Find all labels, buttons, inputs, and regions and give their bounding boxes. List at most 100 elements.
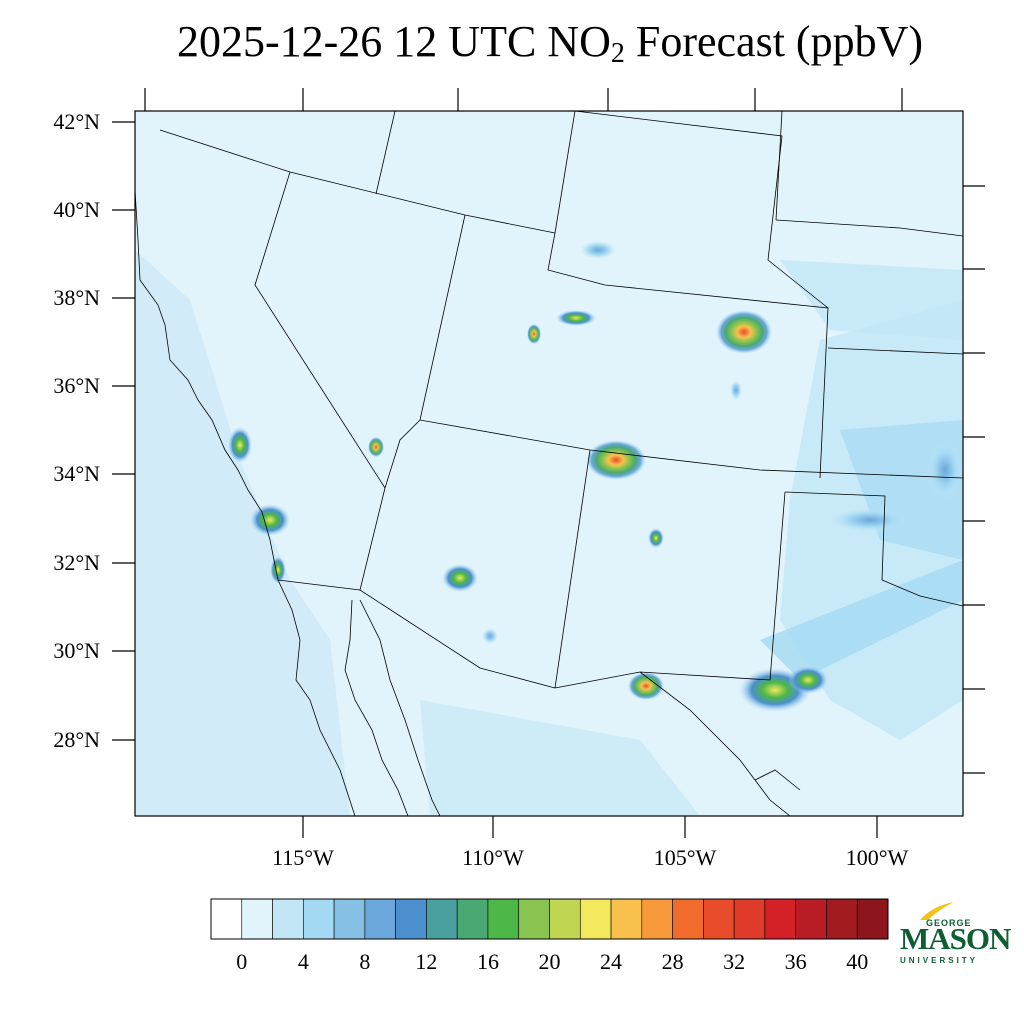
colorbar-cell (272, 898, 304, 940)
map-frame (134, 110, 964, 817)
political-boundaries (135, 111, 963, 816)
logo-bottom-text: UNIVERSITY (900, 956, 979, 965)
lat-label-32: 32°N (53, 550, 100, 575)
los-angeles-hotspot (228, 427, 252, 463)
colorbar-tick-label: 8 (359, 949, 371, 974)
ne-border (775, 219, 963, 237)
ut-border (419, 214, 466, 421)
ks-border (827, 347, 963, 355)
concentration-field (135, 241, 963, 816)
las-cruces-hotspot (648, 528, 664, 548)
texas-streak (830, 508, 910, 532)
tx-mexico-border (639, 671, 791, 816)
tx-river-east (754, 769, 801, 791)
or-ca-nv-border (159, 129, 556, 234)
tijuana-hotspot (270, 556, 286, 584)
lat-label-30: 30°N (53, 638, 100, 663)
tucson-hotspot (482, 628, 498, 644)
colorbar-cell (487, 898, 520, 940)
lat-label-28: 28°N (53, 727, 100, 752)
colorbar-cell (303, 898, 335, 940)
wyoming-hotspot (580, 241, 616, 259)
phoenix-hotspot (442, 564, 478, 592)
sd-ne-border (775, 111, 783, 221)
colorbar-cell (703, 898, 735, 940)
lat-label-36: 36°N (53, 373, 100, 398)
colorbar-tick-label: 4 (297, 949, 309, 974)
lon-label-100: 100°W (845, 845, 909, 870)
oklahoma-hotspot (927, 440, 963, 500)
colorbar-cell (210, 898, 243, 940)
colorbar-cell (241, 898, 273, 940)
logo-swoosh-icon (920, 902, 954, 920)
logo-main-text: MASON (900, 921, 1011, 956)
lat-label-34: 34°N (53, 461, 100, 486)
colorbar-cell (579, 898, 612, 940)
sonora-coast (359, 599, 441, 816)
colorbar-cell (856, 898, 889, 940)
colorbar-tick-label: 28 (661, 949, 684, 974)
permian-east-hotspot (788, 666, 828, 694)
colorbar-cell (426, 898, 458, 940)
colorbar-cell (764, 898, 796, 940)
gulf-of-california-coast (344, 599, 409, 816)
colorbar-tick-label: 24 (600, 949, 623, 974)
colorbar-cell (826, 898, 858, 940)
colorbar-cell (549, 898, 581, 940)
wy-co-border (554, 111, 576, 234)
sw-plume (760, 560, 963, 680)
salt-lake-city-hotspot (527, 324, 541, 344)
pacific-coastline (135, 189, 356, 816)
logo-top-text: GEORGE (926, 918, 972, 928)
nv-az-border (384, 419, 963, 489)
colorbar-cell (733, 898, 766, 940)
colorbar-tick-label: 16 (476, 949, 499, 974)
colorbar-tick-label: 12 (415, 949, 438, 974)
lat-label-38: 38°N (53, 285, 100, 310)
colorbar-cell (333, 898, 366, 940)
colorbar-cell (672, 898, 704, 940)
kansas-haze (780, 260, 963, 340)
chart-title: 2025-12-26 12 UTC NO2 Forecast (ppbV) (0, 12, 1024, 72)
colorbar-cell (795, 898, 827, 940)
lon-label-110: 110°W (462, 845, 524, 870)
lat-label-40: 40°N (53, 197, 100, 222)
title-prefix: 2025-12-26 12 UTC NO (177, 17, 611, 66)
colorbar-cell (518, 898, 550, 940)
mexico-haze (420, 700, 700, 816)
lon-label-115: 115°W (272, 845, 334, 870)
id-wy-border (375, 111, 396, 195)
colorbar-cell (610, 898, 643, 940)
colorbar-tick-label: 40 (846, 949, 869, 974)
nm-tx-border (554, 491, 786, 689)
colorbar-tick-label: 36 (784, 949, 807, 974)
lat-label-42: 42°N (53, 109, 100, 134)
el-paso-hotspot (628, 672, 664, 700)
colorado-springs-hotspot (730, 380, 742, 400)
title-suffix: Forecast (ppbV) (624, 17, 923, 66)
wy-ne-border (574, 111, 829, 309)
or-id-border (254, 171, 386, 489)
las-vegas-hotspot (368, 437, 384, 457)
tx-ok-border (784, 491, 963, 607)
colorbar-cell (364, 898, 396, 940)
colorbar-tick-label: 32 (723, 949, 746, 974)
colorbar (210, 898, 889, 940)
denver-hotspot (716, 310, 772, 354)
colorbar-cell (395, 898, 427, 940)
us-mexico-border-west (277, 579, 556, 689)
colorbar-frame (210, 898, 889, 940)
lon-label-105: 105°W (653, 845, 717, 870)
nm-az-border (554, 449, 591, 689)
george-mason-logo: GEORGE MASON UNIVERSITY (898, 900, 1011, 970)
utah-colorado-hotspot (556, 310, 596, 326)
ca-az-border (359, 487, 386, 591)
co-ut-border (547, 232, 829, 479)
colorbar-cell (456, 898, 489, 940)
san-diego-hotspot (250, 504, 290, 536)
colorbar-tick-label: 0 (236, 949, 248, 974)
colorbar-tick-label: 20 (538, 949, 561, 974)
colorbar-cell (641, 898, 673, 940)
albuquerque-hotspot (586, 440, 646, 480)
